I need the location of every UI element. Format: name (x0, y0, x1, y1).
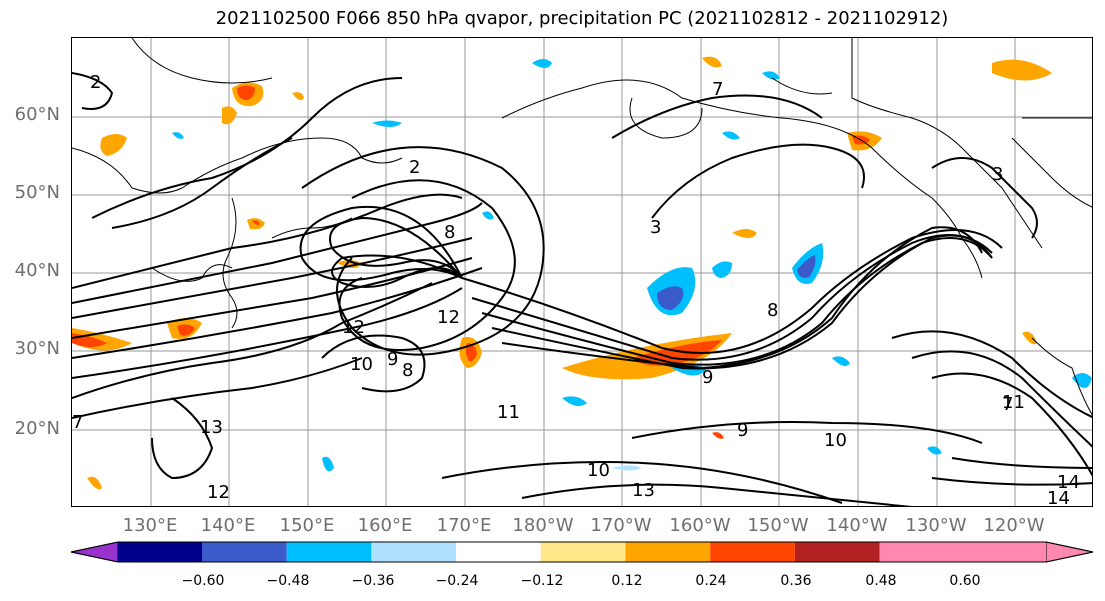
colorbar-segment (625, 542, 711, 562)
map-canvas: 2 2 3 3 7 7 8 8 8 9 9 9 10 10 10 11 11 1… (72, 38, 1092, 507)
contour-label: 9 (387, 349, 398, 370)
contour-label: 2 (409, 157, 420, 178)
contour-label: 8 (767, 300, 778, 321)
colorbar-tick-label: −0.36 (351, 573, 395, 589)
lon-label: 170°E (436, 515, 492, 536)
lat-label-30n: 30°N (14, 338, 60, 359)
lon-label: 150°E (279, 515, 335, 536)
contour-label: 10 (824, 430, 847, 451)
colorbar-segment (456, 542, 541, 562)
contour-label: 7 (72, 412, 83, 433)
contour-label: 10 (350, 354, 373, 375)
colorbar-segment (794, 542, 880, 562)
colorbar-segment (710, 542, 795, 562)
colorbar-extend-low (70, 541, 119, 563)
colorbar-extend-high (1045, 541, 1094, 563)
lat-label-50n: 50°N (14, 182, 60, 203)
colorbar-outline (70, 541, 1094, 563)
colorbar-segment (540, 542, 626, 562)
contour-label: 3 (992, 164, 1003, 185)
colorbar-tick-label: 0.12 (611, 573, 643, 589)
contour-label: 11 (497, 402, 520, 423)
colorbar-segment (202, 542, 287, 562)
colorbar-tick-label: 0.24 (695, 573, 727, 589)
coastlines (72, 38, 1092, 416)
contour-label: 2 (90, 72, 101, 93)
lon-label: 140°W (826, 515, 888, 536)
colorbar-tick-label: 0.48 (865, 573, 897, 589)
chart-title: 2021102500 F066 850 hPa qvapor, precipit… (215, 8, 949, 29)
lon-label: 170°W (590, 515, 652, 536)
colorbar-segment (371, 542, 457, 562)
contour-label: 14 (1057, 472, 1080, 493)
contour-label: 9 (702, 367, 713, 388)
contour-label: 9 (737, 420, 748, 441)
lon-label: 160°E (357, 515, 413, 536)
lon-label: 160°W (669, 515, 731, 536)
colorbar-tick-label: 0.60 (949, 573, 981, 589)
lon-label: 130°W (905, 515, 967, 536)
contour-label: 8 (402, 360, 413, 381)
colorbar-segment (118, 542, 202, 562)
lon-label: 150°W (747, 515, 809, 536)
contour-label: 13 (200, 417, 223, 438)
lon-label: 130°E (122, 515, 178, 536)
colorbar-tick-label: −0.60 (181, 573, 225, 589)
contour-label: 7 (1002, 394, 1013, 415)
contour-label: 12 (342, 317, 365, 338)
colorbar-segment (879, 542, 1046, 562)
graticule (72, 38, 1092, 506)
contour-label: 12 (437, 307, 460, 328)
contour-label: 13 (632, 480, 655, 501)
contour-label: 7 (712, 79, 723, 100)
contour-label: 3 (650, 217, 661, 238)
qvapor-contours (72, 72, 1092, 506)
contour-label: 12 (207, 482, 230, 503)
lon-label: 180°W (512, 515, 574, 536)
colorbar-segment (286, 542, 372, 562)
lon-label: 140°E (200, 515, 256, 536)
contour-labels: 2 2 3 3 7 7 8 8 8 9 9 9 10 10 10 11 11 1… (72, 72, 1080, 507)
lon-label: 120°W (983, 515, 1045, 536)
colorbar-tick-label: −0.12 (520, 573, 564, 589)
contour-label: 11 (1002, 392, 1025, 413)
contour-label: 14 (1047, 488, 1070, 507)
colorbar-tick-label: 0.36 (780, 573, 812, 589)
contour-label: 8 (444, 222, 455, 243)
precipitation-shading (72, 56, 1092, 490)
colorbar-tick-label: −0.24 (435, 573, 479, 589)
lat-label-40n: 40°N (14, 260, 60, 281)
lat-label-60n: 60°N (14, 104, 60, 125)
map-panel: 2 2 3 3 7 7 8 8 8 9 9 9 10 10 10 11 11 1… (71, 37, 1093, 507)
lat-label-20n: 20°N (14, 418, 60, 439)
contour-label: 10 (587, 460, 610, 481)
colorbar-tick-label: −0.48 (266, 573, 310, 589)
